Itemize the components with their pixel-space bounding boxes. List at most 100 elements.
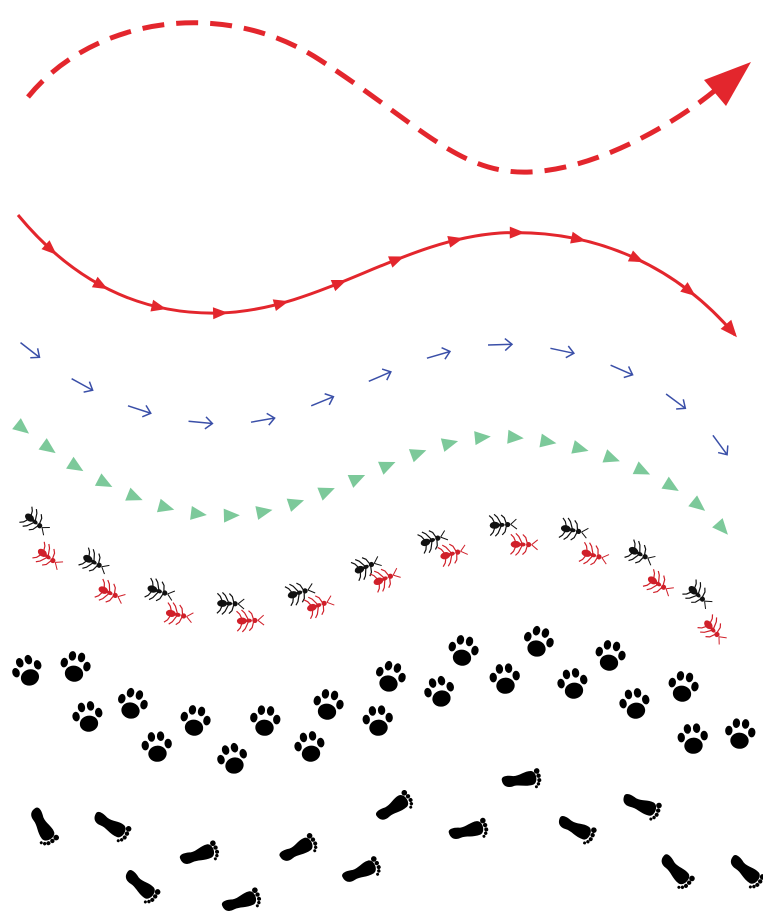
ant-thorax (45, 554, 51, 560)
curve-arrowhead (680, 282, 696, 297)
green-triangle (440, 438, 459, 452)
foot-toe (213, 857, 217, 861)
ant-antenna (531, 544, 538, 551)
foot-toe (480, 817, 486, 824)
foot-toe (147, 899, 151, 904)
curve-end-arrowhead (720, 319, 737, 338)
paw-toe (700, 730, 708, 741)
ant-leg (354, 559, 367, 568)
triangle-mark (688, 495, 706, 511)
triangle-mark (602, 449, 620, 463)
arrow-head (381, 368, 392, 381)
footprint (125, 870, 161, 904)
paw-toe (221, 745, 230, 755)
ant-thorax (382, 576, 388, 581)
paw-toe (362, 714, 370, 725)
paw-toe (317, 737, 325, 748)
paw-print (294, 731, 325, 762)
ant-thorax (363, 564, 369, 570)
ant-leg (38, 514, 43, 526)
paw-toe (532, 625, 541, 636)
foot-toe (124, 831, 130, 836)
triangle-mark (94, 473, 113, 488)
foot-toe (252, 887, 258, 894)
arrow-head (324, 393, 335, 406)
ant-thorax (106, 590, 113, 596)
paw-print (60, 651, 91, 682)
ant (642, 569, 674, 597)
foot-toe (42, 841, 47, 846)
footprint (376, 789, 414, 820)
paw-toe (95, 707, 103, 718)
arrow-shaft (188, 420, 213, 425)
ant-antenna (257, 614, 265, 621)
green-triangle (255, 506, 273, 520)
foot-sole (279, 837, 313, 861)
ant-leg (22, 521, 36, 527)
ant-abdomen (25, 513, 35, 522)
paw-print (313, 689, 344, 720)
ant-leg (97, 553, 101, 565)
foot-toe (313, 841, 318, 846)
ant-thorax (174, 612, 181, 617)
triangle-mark (66, 456, 84, 472)
dashed-curve (26, 20, 720, 175)
ant-leg (715, 623, 722, 635)
paw-print (141, 731, 172, 762)
blue-arrow (368, 368, 392, 382)
triangle-mark (38, 438, 56, 454)
foot-toe (39, 841, 43, 845)
paw-toe (524, 631, 532, 642)
paw-toe (633, 688, 642, 698)
ant-antenna (374, 562, 382, 567)
foot-toe (482, 822, 488, 828)
arrow-head (623, 366, 634, 379)
arrow-mark (330, 279, 347, 292)
paw-toe (741, 719, 750, 729)
ant-thorax (296, 590, 303, 595)
blue-arrow (188, 416, 214, 430)
ant-leg (113, 583, 116, 596)
foot-toe (306, 833, 313, 839)
paw-toe (618, 650, 626, 661)
arrow-shaft (610, 364, 633, 376)
paw-toe (612, 641, 621, 652)
foot-toe (656, 802, 662, 809)
ant-antenna (460, 544, 466, 552)
paw-print (72, 701, 103, 732)
paw-pad (730, 732, 749, 749)
arrow-head (83, 381, 94, 393)
ant-head (714, 631, 720, 638)
paw-toe (377, 705, 386, 715)
paw-toe (398, 672, 406, 683)
footprint (448, 817, 489, 839)
arrow-shaft (550, 347, 575, 355)
green-triangle (571, 440, 589, 454)
ant-leg (646, 583, 659, 591)
foot-toe (484, 831, 488, 835)
ant-leg (361, 557, 372, 566)
ant-leg (179, 604, 184, 616)
ant-leg (574, 520, 579, 532)
foot-toe (255, 904, 259, 908)
foot-toe (122, 835, 127, 840)
ant-antenna (41, 527, 45, 536)
ant-leg (307, 596, 319, 606)
paw-pad (626, 702, 646, 719)
foot-sole (376, 794, 409, 820)
paw-toe (676, 671, 685, 681)
foot-toe (586, 840, 590, 844)
ant-antenna (167, 590, 176, 595)
ant-thorax (569, 528, 576, 533)
ant-thorax (245, 618, 252, 623)
paw-pad (184, 719, 204, 736)
ant-leg (590, 556, 599, 566)
ant-antenna (647, 555, 656, 559)
foot-toe (53, 834, 59, 841)
foot-toe (377, 869, 381, 873)
paw-toe (321, 689, 330, 699)
curve-arrowhead (150, 299, 167, 312)
ant-abdomen (688, 585, 698, 595)
foot-sole (31, 807, 55, 841)
